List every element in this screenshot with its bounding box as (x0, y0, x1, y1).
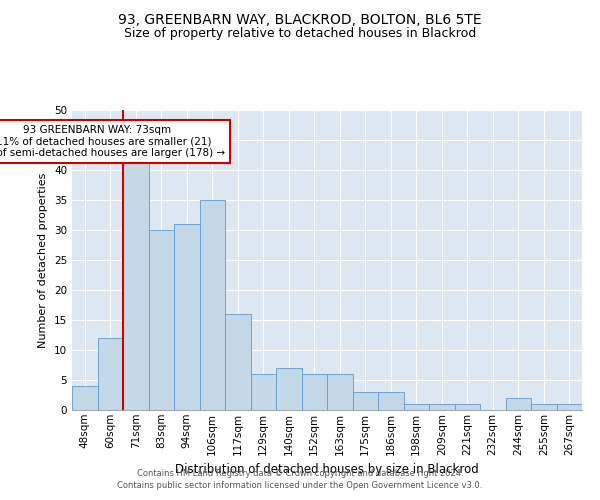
X-axis label: Distribution of detached houses by size in Blackrod: Distribution of detached houses by size … (175, 463, 479, 476)
Bar (97, 338, 123, 410)
Bar (174, 224, 199, 410)
Text: Size of property relative to detached houses in Blackrod: Size of property relative to detached ho… (124, 28, 476, 40)
Bar (149, 230, 174, 410)
Bar (225, 314, 251, 410)
Text: 93, GREENBARN WAY, BLACKROD, BOLTON, BL6 5TE: 93, GREENBARN WAY, BLACKROD, BOLTON, BL6… (118, 12, 482, 26)
Bar (353, 392, 378, 410)
Bar (557, 404, 582, 410)
Text: 93 GREENBARN WAY: 73sqm
← 11% of detached houses are smaller (21)
89% of semi-de: 93 GREENBARN WAY: 73sqm ← 11% of detache… (0, 125, 225, 158)
Bar (455, 404, 480, 410)
Bar (72, 386, 97, 410)
Bar (302, 374, 327, 410)
Bar (505, 398, 531, 410)
Bar (378, 392, 404, 410)
Bar (199, 200, 225, 410)
Bar (123, 158, 149, 410)
Bar (327, 374, 353, 410)
Bar (531, 404, 557, 410)
Text: Contains HM Land Registry data © Crown copyright and database right 2024.: Contains HM Land Registry data © Crown c… (137, 468, 463, 477)
Bar (251, 374, 276, 410)
Bar (404, 404, 429, 410)
Y-axis label: Number of detached properties: Number of detached properties (38, 172, 49, 348)
Text: Contains public sector information licensed under the Open Government Licence v3: Contains public sector information licen… (118, 481, 482, 490)
Bar (429, 404, 455, 410)
Bar (276, 368, 302, 410)
